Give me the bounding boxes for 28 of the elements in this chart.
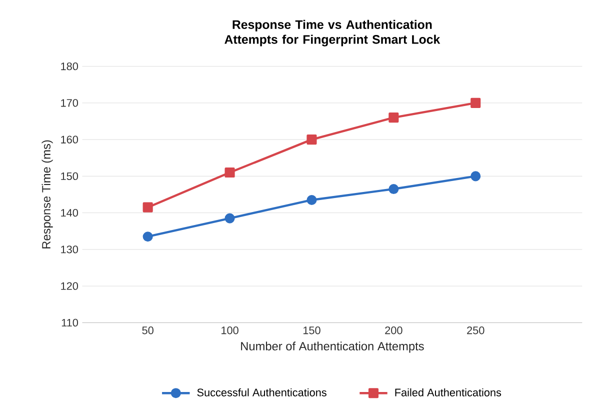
y-tick-label: 150: [61, 172, 78, 180]
point: [306, 195, 317, 206]
point: [306, 134, 317, 145]
point: [388, 112, 399, 123]
y-tick-label: 140: [61, 209, 78, 217]
point: [388, 184, 399, 194]
y-tick-label: 160: [61, 136, 78, 144]
y-tick-label: 130: [61, 246, 78, 254]
point: [470, 98, 481, 108]
y-axis-title: Response Time (ms): [42, 140, 53, 249]
point: [224, 168, 235, 178]
y-tick-label: 180: [61, 62, 78, 70]
point: [142, 202, 153, 212]
x-tick-label: 100: [222, 326, 238, 334]
y-tick-label: 120: [61, 282, 78, 290]
point: [224, 213, 235, 224]
x-tick-label: 150: [303, 326, 320, 334]
legend-label: Successful Authentications: [197, 388, 326, 396]
x-tick-label: 50: [142, 326, 154, 334]
x-tick-label: 250: [467, 326, 484, 334]
chart-title: Response Time vs Authentication Attempts for Fingerprint Smart Lock: [224, 20, 440, 46]
x-axis-title: Number of Authentication Attempts: [241, 342, 424, 353]
legend-label: Failed Authentications: [395, 388, 502, 396]
y-tick-label: 110: [62, 318, 78, 327]
point: [470, 171, 481, 182]
x-tick-label: 200: [385, 326, 402, 334]
point: [142, 232, 153, 242]
y-tick-label: 170: [61, 99, 78, 107]
